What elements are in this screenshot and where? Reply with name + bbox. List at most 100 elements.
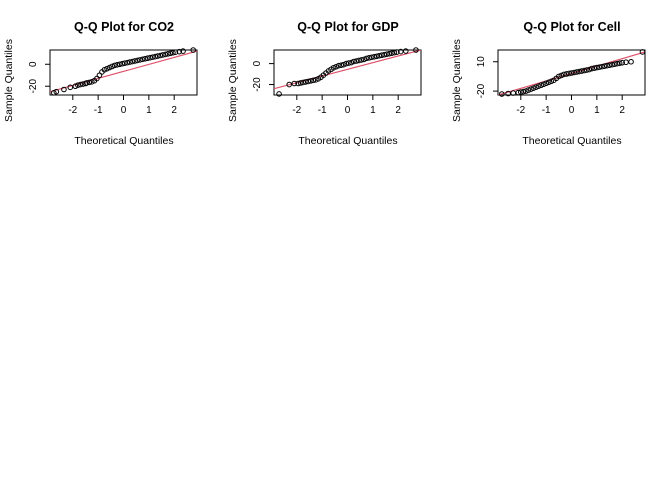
chart-title: Q-Q Plot for CO2	[74, 20, 174, 34]
qq-point	[300, 79, 306, 86]
qq-point	[106, 64, 113, 71]
qq-point	[616, 60, 623, 67]
qq-point	[109, 63, 115, 70]
qq-point	[576, 68, 582, 75]
qq-point	[152, 53, 158, 60]
qq-point	[604, 62, 610, 69]
x-tick-label: 1	[146, 105, 152, 116]
qq-point	[568, 70, 575, 76]
x-tick-label: -1	[542, 105, 551, 116]
qq-point	[548, 78, 555, 85]
qq-point	[77, 81, 84, 88]
qq-point	[147, 54, 153, 61]
qq-point	[505, 90, 511, 97]
qq-point	[127, 59, 133, 65]
qq-point	[581, 67, 587, 74]
x-axis-label: Theoretical Quantiles	[74, 135, 173, 147]
qq-point	[348, 59, 355, 66]
qq-point	[588, 65, 595, 72]
qq-point	[80, 81, 86, 87]
qq-point	[343, 60, 350, 67]
qq-point	[335, 62, 342, 69]
qq-point	[338, 62, 344, 68]
y-tick-label: 0	[28, 61, 39, 67]
qq-point	[83, 80, 90, 86]
qq-point	[353, 58, 360, 64]
qq-point	[51, 90, 57, 96]
y-axis-label: Sample Quantiles	[227, 39, 239, 122]
chart-title: Q-Q Plot for Cell	[523, 20, 620, 34]
qq-point	[149, 54, 156, 60]
qq-point	[528, 86, 534, 92]
qq-point	[601, 63, 608, 69]
qq-point	[578, 68, 585, 74]
x-tick-label: -1	[318, 105, 327, 116]
qq-point	[72, 83, 79, 90]
qq-point	[86, 79, 93, 86]
qq-point	[305, 78, 312, 85]
x-tick-label: 0	[121, 105, 127, 116]
qq-point	[397, 48, 404, 55]
x-axis-label: Theoretical Quantiles	[522, 135, 621, 147]
qq-point	[594, 64, 600, 71]
qq-point	[583, 67, 590, 73]
qq-point	[67, 84, 74, 91]
qq-point	[518, 89, 524, 95]
x-tick-label: -1	[94, 105, 103, 116]
qq-point	[157, 52, 164, 59]
qq-point	[116, 61, 123, 68]
qq-point	[111, 62, 118, 69]
qq-panel-1: Q-Q Plot for CO2 Theoretical Quantiles Sam…	[3, 20, 198, 147]
qq-point	[154, 53, 161, 59]
qq-point	[586, 66, 593, 73]
x-tick-label: 2	[619, 105, 625, 116]
qq-point	[376, 52, 382, 59]
qq-point	[614, 60, 620, 67]
qq-point	[134, 57, 141, 64]
qq-point	[545, 79, 552, 86]
qq-point	[391, 49, 398, 56]
qq-point	[368, 54, 375, 61]
qq-point	[619, 59, 625, 66]
qq-point	[373, 53, 380, 60]
qq-point	[558, 72, 565, 79]
qq-point	[162, 51, 169, 58]
x-axis-label: Theoretical Quantiles	[298, 135, 397, 147]
qq-point	[142, 55, 148, 62]
y-axis-label: Sample Quantiles	[3, 39, 15, 122]
qq-point	[378, 52, 385, 59]
qq-point	[124, 59, 131, 66]
y-tick-label: 0	[252, 60, 263, 66]
qq-point	[75, 82, 81, 88]
y-tick-label: -20	[476, 83, 487, 98]
qq-point	[358, 57, 365, 63]
qq-point	[523, 88, 529, 94]
qq-point	[402, 48, 409, 54]
qq-point	[167, 50, 174, 57]
qq-point	[313, 77, 319, 83]
qq-point	[361, 56, 367, 63]
qq-point	[310, 77, 317, 84]
qq-point	[159, 52, 166, 58]
qq-point	[389, 50, 395, 56]
y-tick-label: 10	[476, 56, 487, 68]
y-axis-label: Sample Quantiles	[451, 39, 463, 122]
qq-point	[366, 55, 372, 61]
qq-point	[104, 65, 110, 72]
x-tick-label: 2	[171, 105, 177, 116]
qq-point	[89, 79, 95, 85]
qq-point	[543, 80, 549, 87]
qq-point	[295, 80, 301, 87]
qq-point	[383, 51, 390, 57]
qq-point	[114, 62, 120, 68]
qq-point	[363, 55, 370, 62]
qq-point	[286, 81, 293, 88]
qq-point	[628, 58, 634, 65]
qq-point	[356, 57, 362, 64]
qq-point	[381, 51, 388, 58]
qq-point	[394, 49, 400, 55]
qq-point	[561, 71, 567, 78]
x-tick-label: -2	[292, 105, 301, 116]
qq-point	[510, 90, 517, 96]
